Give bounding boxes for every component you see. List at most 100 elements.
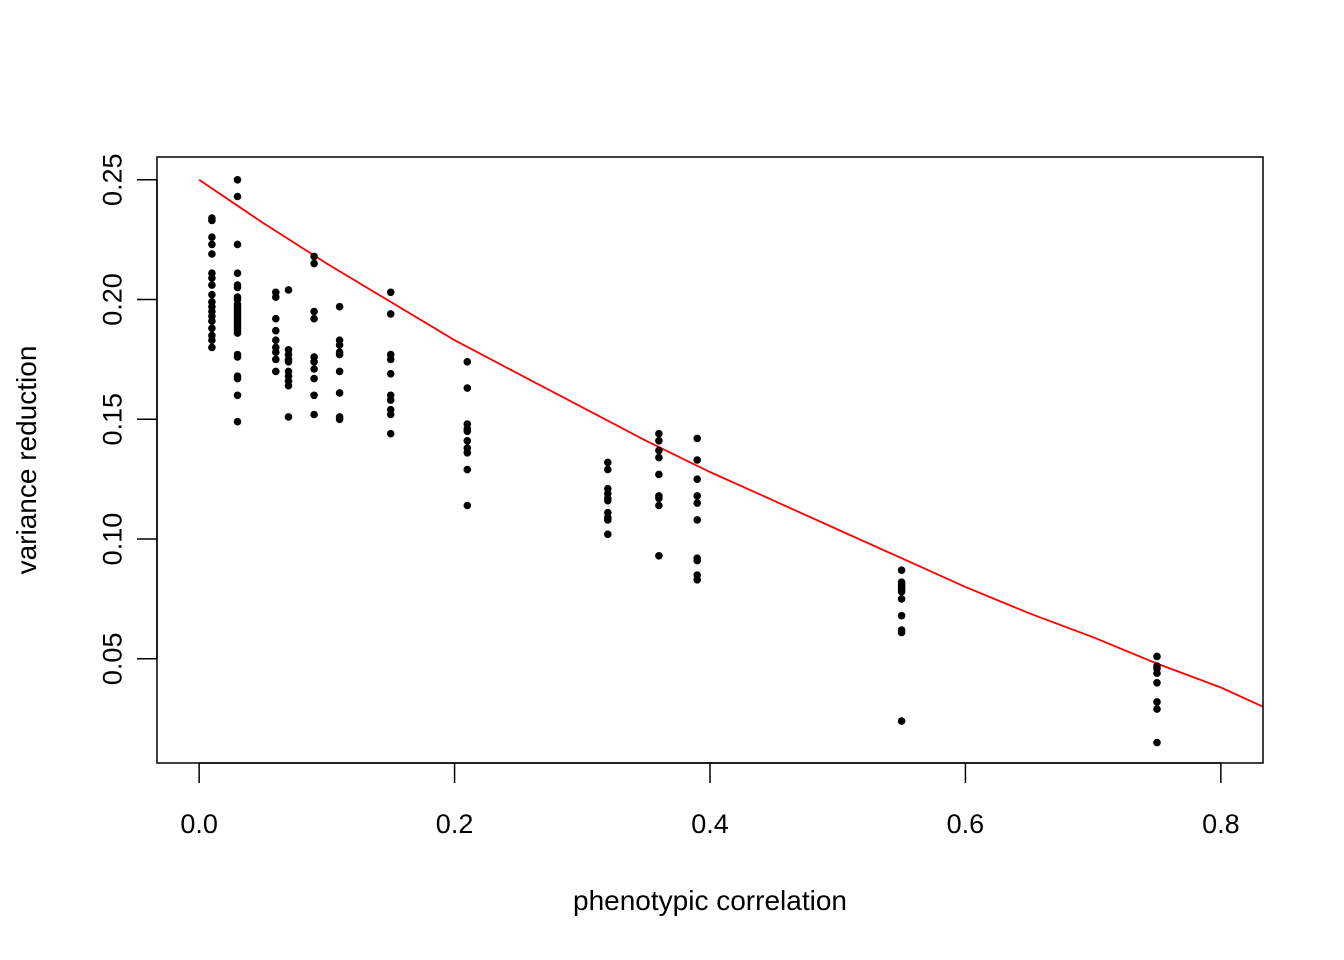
y-tick-label: 0.15 bbox=[97, 393, 127, 446]
data-point bbox=[233, 283, 242, 292]
data-point bbox=[272, 348, 280, 357]
data-point bbox=[233, 353, 242, 361]
y-tick-label: 0.20 bbox=[97, 273, 127, 326]
data-point bbox=[233, 240, 242, 249]
data-point bbox=[310, 391, 318, 400]
data-point bbox=[233, 417, 242, 426]
data-point bbox=[208, 336, 216, 345]
data-point bbox=[463, 384, 472, 392]
x-tick-label: 0.8 bbox=[1202, 809, 1240, 839]
data-point bbox=[310, 314, 318, 323]
data-point bbox=[233, 329, 242, 337]
data-point bbox=[463, 358, 472, 366]
x-tick-label: 0.0 bbox=[180, 809, 218, 839]
data-point bbox=[335, 350, 344, 359]
x-tick-label: 0.4 bbox=[691, 809, 729, 839]
data-point bbox=[693, 434, 701, 443]
fitted-curve bbox=[198, 179, 1264, 708]
data-point bbox=[463, 437, 472, 445]
data-point bbox=[208, 281, 216, 289]
y-tick-label: 0.25 bbox=[97, 153, 127, 206]
data-point bbox=[208, 233, 216, 241]
y-tick-label: 0.05 bbox=[97, 633, 127, 686]
data-point bbox=[335, 367, 344, 376]
plot-frame bbox=[156, 156, 1264, 764]
data-point bbox=[208, 216, 216, 225]
data-point bbox=[335, 341, 344, 349]
data-point bbox=[386, 429, 395, 438]
x-tick-label: 0.2 bbox=[436, 809, 474, 839]
data-point bbox=[335, 302, 344, 311]
data-point bbox=[233, 176, 242, 184]
y-tick-label: 0.10 bbox=[97, 513, 127, 566]
data-point bbox=[208, 290, 216, 299]
data-point bbox=[310, 374, 318, 383]
data-point bbox=[897, 587, 906, 596]
data-point bbox=[897, 717, 906, 725]
data-point bbox=[693, 475, 701, 484]
data-point bbox=[386, 396, 395, 404]
x-axis: 0.0 0.2 0.4 0.6 0.8 bbox=[180, 762, 1240, 839]
data-point bbox=[310, 259, 318, 268]
data-point bbox=[897, 566, 906, 574]
data-point bbox=[272, 336, 280, 345]
data-point bbox=[208, 240, 216, 249]
data-point bbox=[272, 355, 280, 364]
data-point bbox=[233, 269, 242, 278]
data-point bbox=[1153, 679, 1161, 687]
data-point bbox=[284, 413, 293, 421]
data-point bbox=[655, 494, 663, 503]
data-point bbox=[604, 465, 612, 474]
data-point bbox=[310, 252, 318, 261]
data-point bbox=[272, 367, 280, 376]
data-point bbox=[1153, 652, 1161, 661]
data-point bbox=[897, 595, 906, 603]
data-point bbox=[335, 389, 344, 397]
x-axis-title: phenotypic correlation bbox=[573, 885, 847, 916]
data-point bbox=[310, 365, 318, 373]
data-point bbox=[310, 410, 318, 419]
data-point bbox=[284, 286, 293, 294]
data-point bbox=[208, 317, 216, 325]
data-point bbox=[335, 415, 344, 424]
data-point bbox=[655, 453, 663, 462]
data-point bbox=[693, 576, 701, 584]
data-point bbox=[284, 381, 293, 390]
data-point bbox=[310, 358, 318, 366]
points-layer bbox=[208, 176, 1161, 747]
data-point bbox=[655, 446, 663, 455]
data-point bbox=[463, 427, 472, 436]
data-point bbox=[1153, 705, 1161, 713]
data-point bbox=[272, 314, 280, 323]
data-point bbox=[693, 456, 701, 464]
data-point bbox=[693, 556, 701, 565]
data-point bbox=[208, 274, 216, 282]
data-point bbox=[655, 501, 663, 510]
data-point bbox=[463, 449, 472, 457]
data-point bbox=[655, 470, 663, 479]
data-point bbox=[604, 530, 612, 539]
data-point bbox=[233, 391, 242, 400]
data-point bbox=[693, 492, 701, 500]
data-point bbox=[208, 343, 216, 352]
data-point bbox=[284, 358, 293, 366]
data-point bbox=[693, 516, 701, 524]
data-point bbox=[1153, 738, 1161, 747]
data-point bbox=[897, 628, 906, 637]
y-axis: 0.05 0.10 0.15 0.20 0.25 bbox=[97, 153, 158, 686]
data-point bbox=[655, 552, 663, 560]
curve-layer bbox=[198, 179, 1264, 708]
data-point bbox=[386, 288, 395, 297]
data-point bbox=[1153, 669, 1161, 677]
data-point bbox=[463, 465, 472, 474]
data-point bbox=[386, 410, 395, 419]
data-point bbox=[655, 429, 663, 438]
data-point bbox=[386, 370, 395, 378]
data-point bbox=[604, 458, 612, 467]
y-axis-title: variance reduction bbox=[11, 346, 42, 575]
data-point bbox=[272, 293, 280, 301]
data-point bbox=[604, 496, 612, 505]
x-tick-label: 0.6 bbox=[947, 809, 985, 839]
data-point bbox=[693, 499, 701, 507]
